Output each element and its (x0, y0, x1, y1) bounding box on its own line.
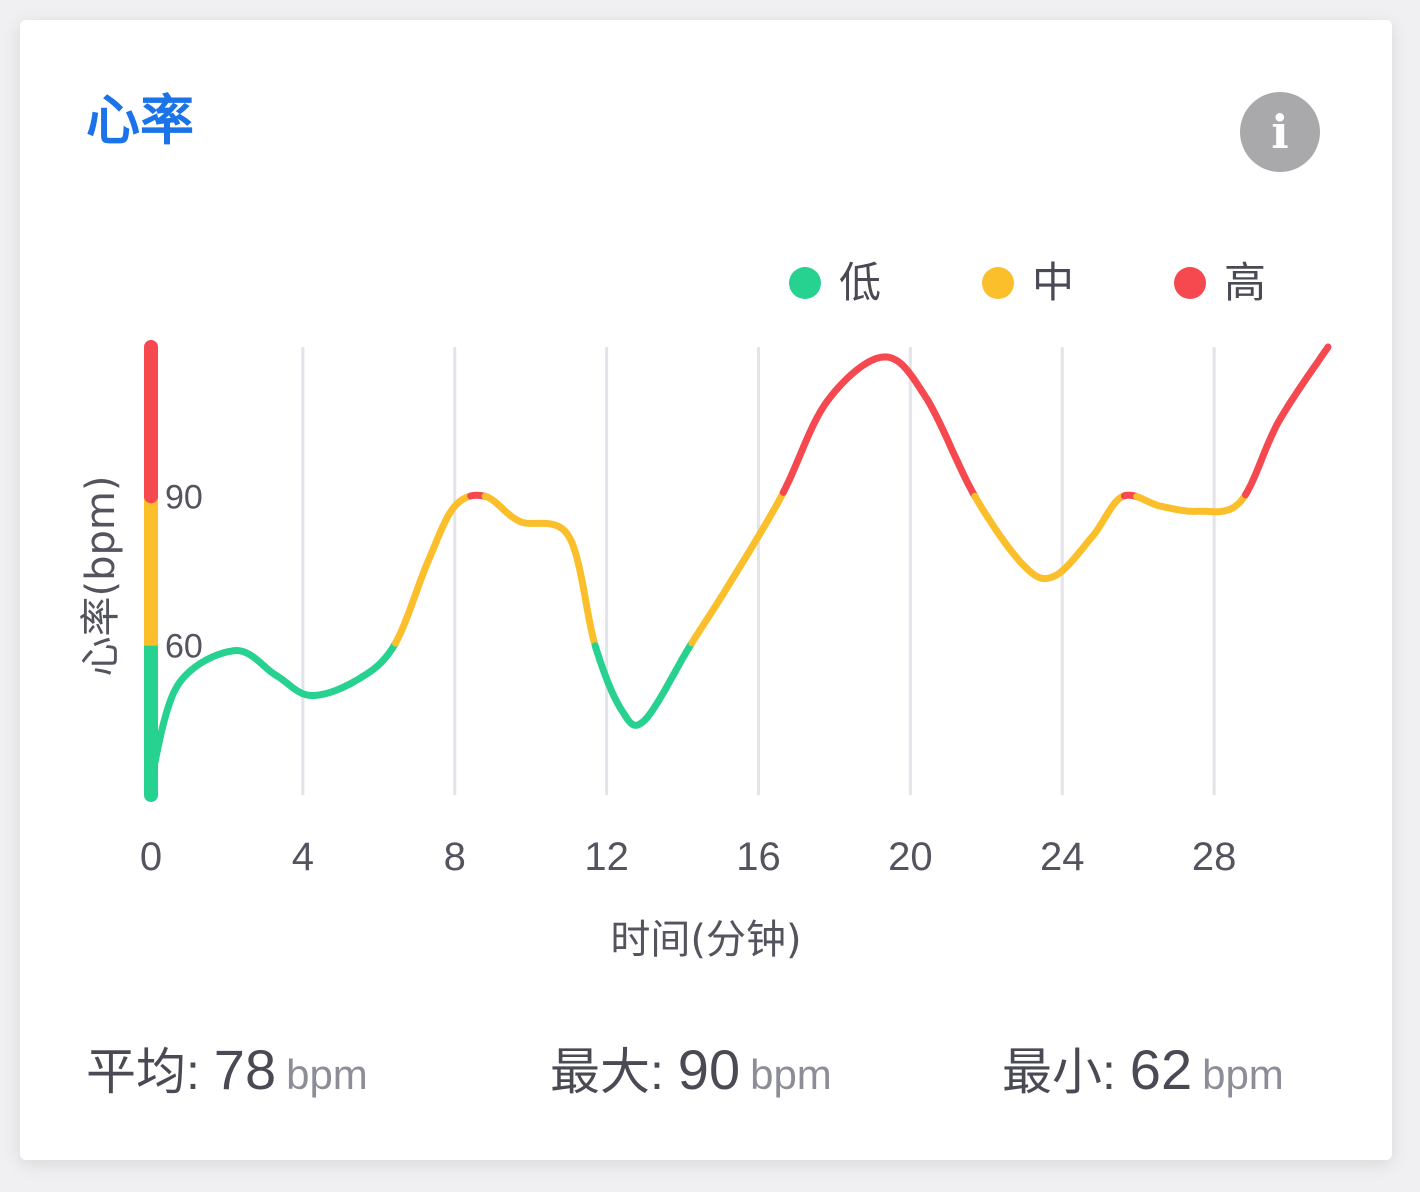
legend-dot-2 (982, 267, 1014, 299)
x-tick-label-16: 16 (736, 835, 781, 879)
heart-rate-series (147, 343, 1332, 784)
legend-item-2: 中 (982, 258, 1074, 307)
y-tick-label-90: 90 (165, 478, 203, 516)
grid-lines (301, 347, 1216, 795)
info-icon[interactable]: i (1240, 92, 1320, 172)
stat-min-label: 最小: (1002, 1044, 1130, 1100)
series-segment-1 (147, 639, 399, 784)
series-segment-8 (971, 492, 1128, 583)
stat-average: 平均: 78 bpm (86, 1032, 368, 1104)
legend: 低中高 (789, 258, 1266, 307)
series-segment-7 (779, 353, 979, 500)
legend-item-3: 高 (1174, 258, 1266, 307)
stat-max-value: 90 (677, 1038, 741, 1101)
y-tick-label-60: 60 (165, 628, 203, 666)
stat-max: 最大: 90 bpm (550, 1032, 832, 1104)
stat-min: 最小: 62 bpm (1002, 1032, 1284, 1104)
x-tick-label-24: 24 (1040, 835, 1085, 879)
stat-min-value: 62 (1129, 1038, 1193, 1101)
heart-rate-card: 心率 i 0 4 8 12 16 20 24 28 60 90 时间(分钟) 心率(bpm) 低中高 … (20, 20, 1392, 1160)
x-tick-label-12: 12 (584, 835, 629, 879)
stat-average-value: 78 (213, 1038, 277, 1101)
legend-label-2: 中 (1032, 258, 1074, 307)
card-title: 心率 (86, 89, 194, 152)
series-segment-11 (1242, 343, 1332, 499)
series-segment-6 (688, 488, 787, 647)
stat-min-unit: bpm (1202, 1051, 1284, 1098)
axis-labels: 0 4 8 12 16 20 24 28 60 90 时间(分钟) 心率(bpm) (78, 476, 1236, 963)
legend-item-1: 低 (789, 258, 881, 307)
x-tick-label-0: 0 (140, 835, 162, 879)
y-axis-label: 心率(bpm) (78, 476, 124, 677)
legend-label-3: 高 (1224, 258, 1266, 307)
x-tick-label-28: 28 (1192, 835, 1237, 879)
info-glyph: i (1271, 105, 1289, 159)
x-tick-label-20: 20 (888, 835, 933, 879)
stat-average-label: 平均: (86, 1044, 214, 1100)
series-segment-5 (591, 639, 696, 729)
x-tick-label-4: 4 (292, 835, 314, 879)
stat-max-label: 最大: (550, 1044, 678, 1100)
x-tick-label-8: 8 (444, 835, 466, 879)
stat-average-unit: bpm (286, 1051, 368, 1098)
legend-dot-1 (789, 267, 821, 299)
series-segment-4 (481, 492, 599, 650)
x-axis-label: 时间(分钟) (610, 917, 801, 963)
legend-label-1: 低 (839, 258, 881, 307)
legend-dot-3 (1174, 267, 1206, 299)
series-segment-10 (1133, 491, 1249, 516)
heart-rate-chart: 0 4 8 12 16 20 24 28 60 90 时间(分钟) 心率(bpm) 低 中 高 (78, 258, 1332, 963)
series-segment-2 (392, 492, 475, 647)
stat-max-unit: bpm (750, 1051, 832, 1098)
